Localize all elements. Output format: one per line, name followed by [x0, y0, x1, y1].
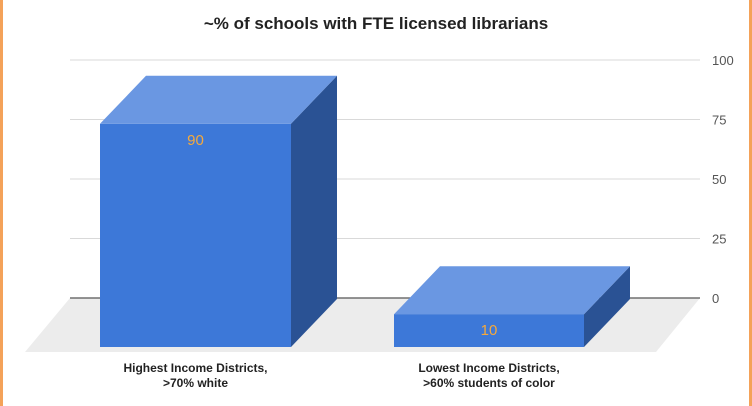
bar — [394, 314, 584, 347]
data-label: 10 — [481, 322, 498, 339]
chart-title: ~% of schools with FTE licensed libraria… — [203, 14, 549, 33]
y-tick-label: 0 — [712, 291, 719, 306]
y-tick-label: 50 — [712, 172, 726, 187]
bar-top-face — [394, 266, 630, 315]
data-label: 90 — [187, 132, 204, 149]
y-tick-label: 100 — [712, 53, 734, 68]
y-tick-label: 75 — [712, 113, 726, 128]
y-tick-label: 25 — [712, 232, 726, 247]
x-tick-label: >60% students of color — [423, 376, 555, 390]
bar-top-face — [100, 75, 337, 124]
x-tick-label: Highest Income Districts, — [123, 361, 267, 375]
bar-side-face — [584, 266, 630, 347]
bar — [100, 123, 291, 347]
bar-chart-3d: 0 25 50 75 100 90 Highest Income Districts,>70… — [25, 53, 734, 390]
x-tick-label: Lowest Income Districts, — [418, 361, 559, 375]
bar-side-face — [291, 75, 337, 348]
x-tick-label: >70% white — [163, 376, 228, 390]
